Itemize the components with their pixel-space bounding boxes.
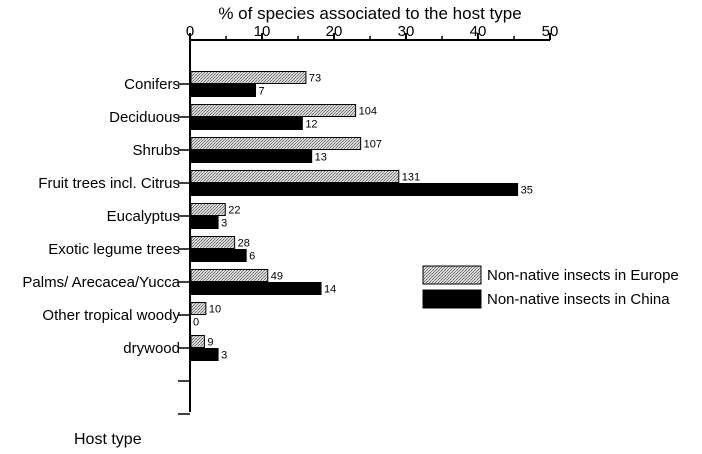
china-bar [190, 183, 519, 196]
category-label: Palms/ Arecacea/Yucca [22, 274, 180, 291]
europe-bar [190, 269, 269, 282]
data-label: 6 [249, 251, 255, 263]
category-label: Conifers [124, 76, 180, 93]
data-label: 73 [309, 73, 321, 85]
data-label: 49 [271, 271, 283, 283]
x-tick-label: 50 [542, 23, 559, 40]
europe-bar [190, 236, 236, 249]
data-label: 22 [228, 205, 240, 217]
y-axis-title: Host type [74, 431, 142, 448]
category-label: Shrubs [132, 142, 180, 159]
data-label: 107 [364, 139, 382, 151]
data-label: 7 [259, 86, 265, 98]
europe-bar [190, 302, 207, 315]
category-label: Eucalyptus [107, 208, 180, 225]
x-tick-label: 40 [470, 23, 487, 40]
data-label: 3 [221, 350, 227, 362]
china-bar [190, 216, 219, 229]
data-label: 3 [221, 218, 227, 230]
china-bar [190, 84, 257, 97]
data-label: 14 [324, 284, 336, 296]
category-label: Fruit trees incl. Citrus [38, 175, 180, 192]
data-label: 104 [359, 106, 377, 118]
europe-bar [190, 335, 205, 348]
data-label: 28 [238, 238, 250, 250]
legend-swatch-europe [422, 265, 482, 285]
data-label: 35 [521, 185, 533, 197]
china-bar [190, 282, 322, 295]
category-label: Exotic legume trees [48, 241, 180, 258]
china-bar [190, 348, 219, 361]
legend: Non-native insects in Europe Non-native i… [422, 265, 679, 309]
x-tick-label: 0 [186, 23, 194, 40]
x-axis: 0 10 20 30 40 50 [186, 23, 559, 41]
category-label: drywood [123, 340, 180, 357]
europe-bar [190, 203, 226, 216]
europe-bar [190, 104, 357, 117]
europe-bar [190, 170, 400, 183]
data-label: 0 [193, 317, 199, 329]
data-label: 12 [305, 119, 317, 131]
data-label: 9 [207, 337, 213, 349]
x-tick-label: 10 [254, 23, 271, 40]
legend-label: Non-native insects in China [487, 291, 670, 308]
china-bar [190, 150, 313, 163]
data-label: 10 [209, 304, 221, 316]
x-tick-label: 20 [326, 23, 343, 40]
category-label: Deciduous [109, 109, 180, 126]
x-tick-label: 30 [398, 23, 415, 40]
category-label: Other tropical woody [42, 307, 180, 324]
data-label: 131 [402, 172, 420, 184]
europe-bar [190, 71, 307, 84]
data-label: 13 [315, 152, 327, 164]
europe-bar [190, 137, 362, 150]
y-axis: Conifers Deciduous Shrubs Fruit trees incl.… [22, 40, 191, 415]
legend-label: Non-native insects in Europe [487, 267, 679, 284]
china-bar [190, 249, 247, 262]
x-axis-title: % of species associated to the host type [218, 4, 521, 23]
china-bar [190, 117, 303, 130]
legend-swatch-china [422, 289, 482, 309]
